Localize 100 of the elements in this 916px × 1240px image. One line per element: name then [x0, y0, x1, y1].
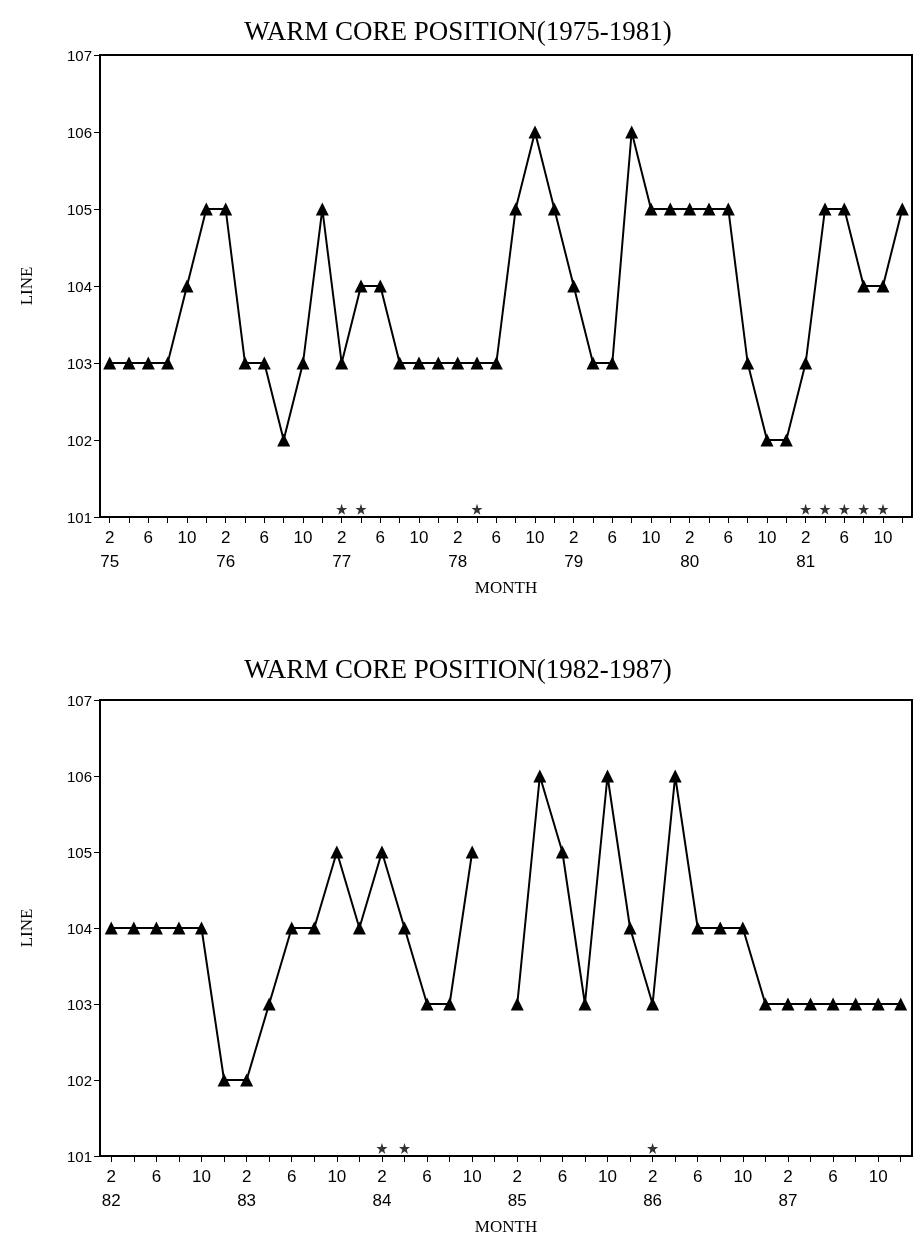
point	[199, 202, 213, 216]
point	[713, 921, 727, 935]
point	[195, 921, 208, 935]
point	[781, 997, 795, 1011]
x-tick-label: 10	[641, 527, 661, 547]
point	[668, 769, 682, 783]
point	[877, 503, 889, 515]
x-tick-label: 10	[409, 527, 429, 547]
y-tick-label: 103	[66, 354, 92, 372]
point	[601, 769, 614, 783]
point	[262, 997, 276, 1011]
x-tick-label: 10	[868, 1166, 888, 1186]
x-tick-label: 6	[491, 527, 502, 547]
x-tick-label: 2 81	[796, 527, 816, 571]
x-tick-label: 10	[525, 527, 545, 547]
point	[683, 202, 697, 216]
x-tick-label: 6	[839, 527, 850, 547]
x-tick-label: 6	[422, 1166, 432, 1186]
point	[307, 921, 321, 935]
chart-title: WARM CORE POSITION(1982-1987)	[244, 653, 672, 684]
point	[296, 356, 310, 370]
y-tick-label: 103	[66, 995, 92, 1013]
point	[238, 356, 252, 370]
point	[826, 997, 840, 1011]
x-tick-label: 10	[462, 1166, 482, 1186]
point	[277, 433, 291, 447]
point	[857, 279, 871, 293]
y-tick-label: 102	[66, 431, 92, 449]
point	[315, 202, 329, 216]
x-tick-label: 6	[723, 527, 734, 547]
point	[420, 997, 434, 1011]
point	[509, 202, 523, 216]
point	[355, 503, 367, 515]
point	[871, 997, 885, 1011]
x-tick-label: 6	[828, 1166, 838, 1186]
x-tick-label: 2 75	[100, 527, 120, 571]
point	[398, 921, 411, 935]
point	[510, 997, 524, 1011]
point	[741, 356, 755, 370]
y-tick-label: 107	[66, 691, 92, 709]
point	[285, 921, 299, 935]
point	[352, 921, 366, 935]
point	[702, 202, 716, 216]
x-tick-label: 6	[607, 527, 618, 547]
point	[567, 279, 581, 293]
x-tick-label: 6	[151, 1166, 162, 1186]
x-tick-label: 2 80	[680, 527, 700, 571]
point	[586, 356, 600, 370]
point	[849, 997, 863, 1011]
point	[219, 202, 233, 216]
point	[431, 356, 445, 370]
y-tick-label: 101	[66, 1147, 92, 1165]
point	[894, 997, 908, 1011]
point	[646, 997, 660, 1011]
point	[336, 503, 348, 515]
x-tick-label: 10	[177, 527, 197, 547]
x-axis-title: MONTH	[474, 578, 538, 597]
point	[470, 356, 484, 370]
point	[758, 997, 772, 1011]
x-tick-label: 6	[692, 1166, 703, 1186]
point	[736, 921, 750, 935]
point	[122, 356, 136, 370]
x-tick-label: 2 86	[643, 1166, 663, 1210]
x-tick-label: 10	[873, 527, 893, 547]
point	[838, 503, 850, 515]
y-tick-label: 106	[66, 767, 92, 785]
point	[373, 279, 387, 293]
x-tick-label: 2 78	[448, 527, 468, 571]
point	[818, 202, 832, 216]
x-tick-label: 10	[598, 1166, 617, 1186]
point	[354, 279, 368, 293]
point	[876, 279, 890, 293]
point	[625, 125, 639, 139]
x-tick-label: 10	[733, 1166, 753, 1186]
point	[412, 356, 426, 370]
y-axis-title: LINE	[17, 908, 36, 948]
point	[443, 997, 457, 1011]
x-tick-label: 10	[293, 527, 313, 547]
point	[465, 845, 479, 859]
point	[837, 202, 851, 216]
point	[149, 921, 163, 935]
point	[172, 921, 186, 935]
point	[819, 503, 831, 515]
x-tick-label: 10	[192, 1166, 211, 1186]
x-tick-label: 6	[259, 527, 270, 547]
x-tick-label: 2 79	[564, 527, 584, 571]
point	[376, 1142, 388, 1154]
point	[104, 921, 118, 935]
x-tick-label: 6	[375, 527, 386, 547]
y-tick-label: 105	[66, 843, 92, 861]
x-tick-label: 2 76	[216, 527, 236, 571]
x-axis-title: MONTH	[474, 1217, 538, 1236]
point	[895, 202, 909, 216]
x-tick-label: 6	[557, 1166, 568, 1186]
point	[555, 845, 569, 859]
point	[779, 433, 793, 447]
y-tick-label: 102	[66, 1071, 92, 1089]
point	[393, 356, 407, 370]
point	[335, 356, 349, 370]
y-tick-label: 107	[66, 46, 92, 64]
